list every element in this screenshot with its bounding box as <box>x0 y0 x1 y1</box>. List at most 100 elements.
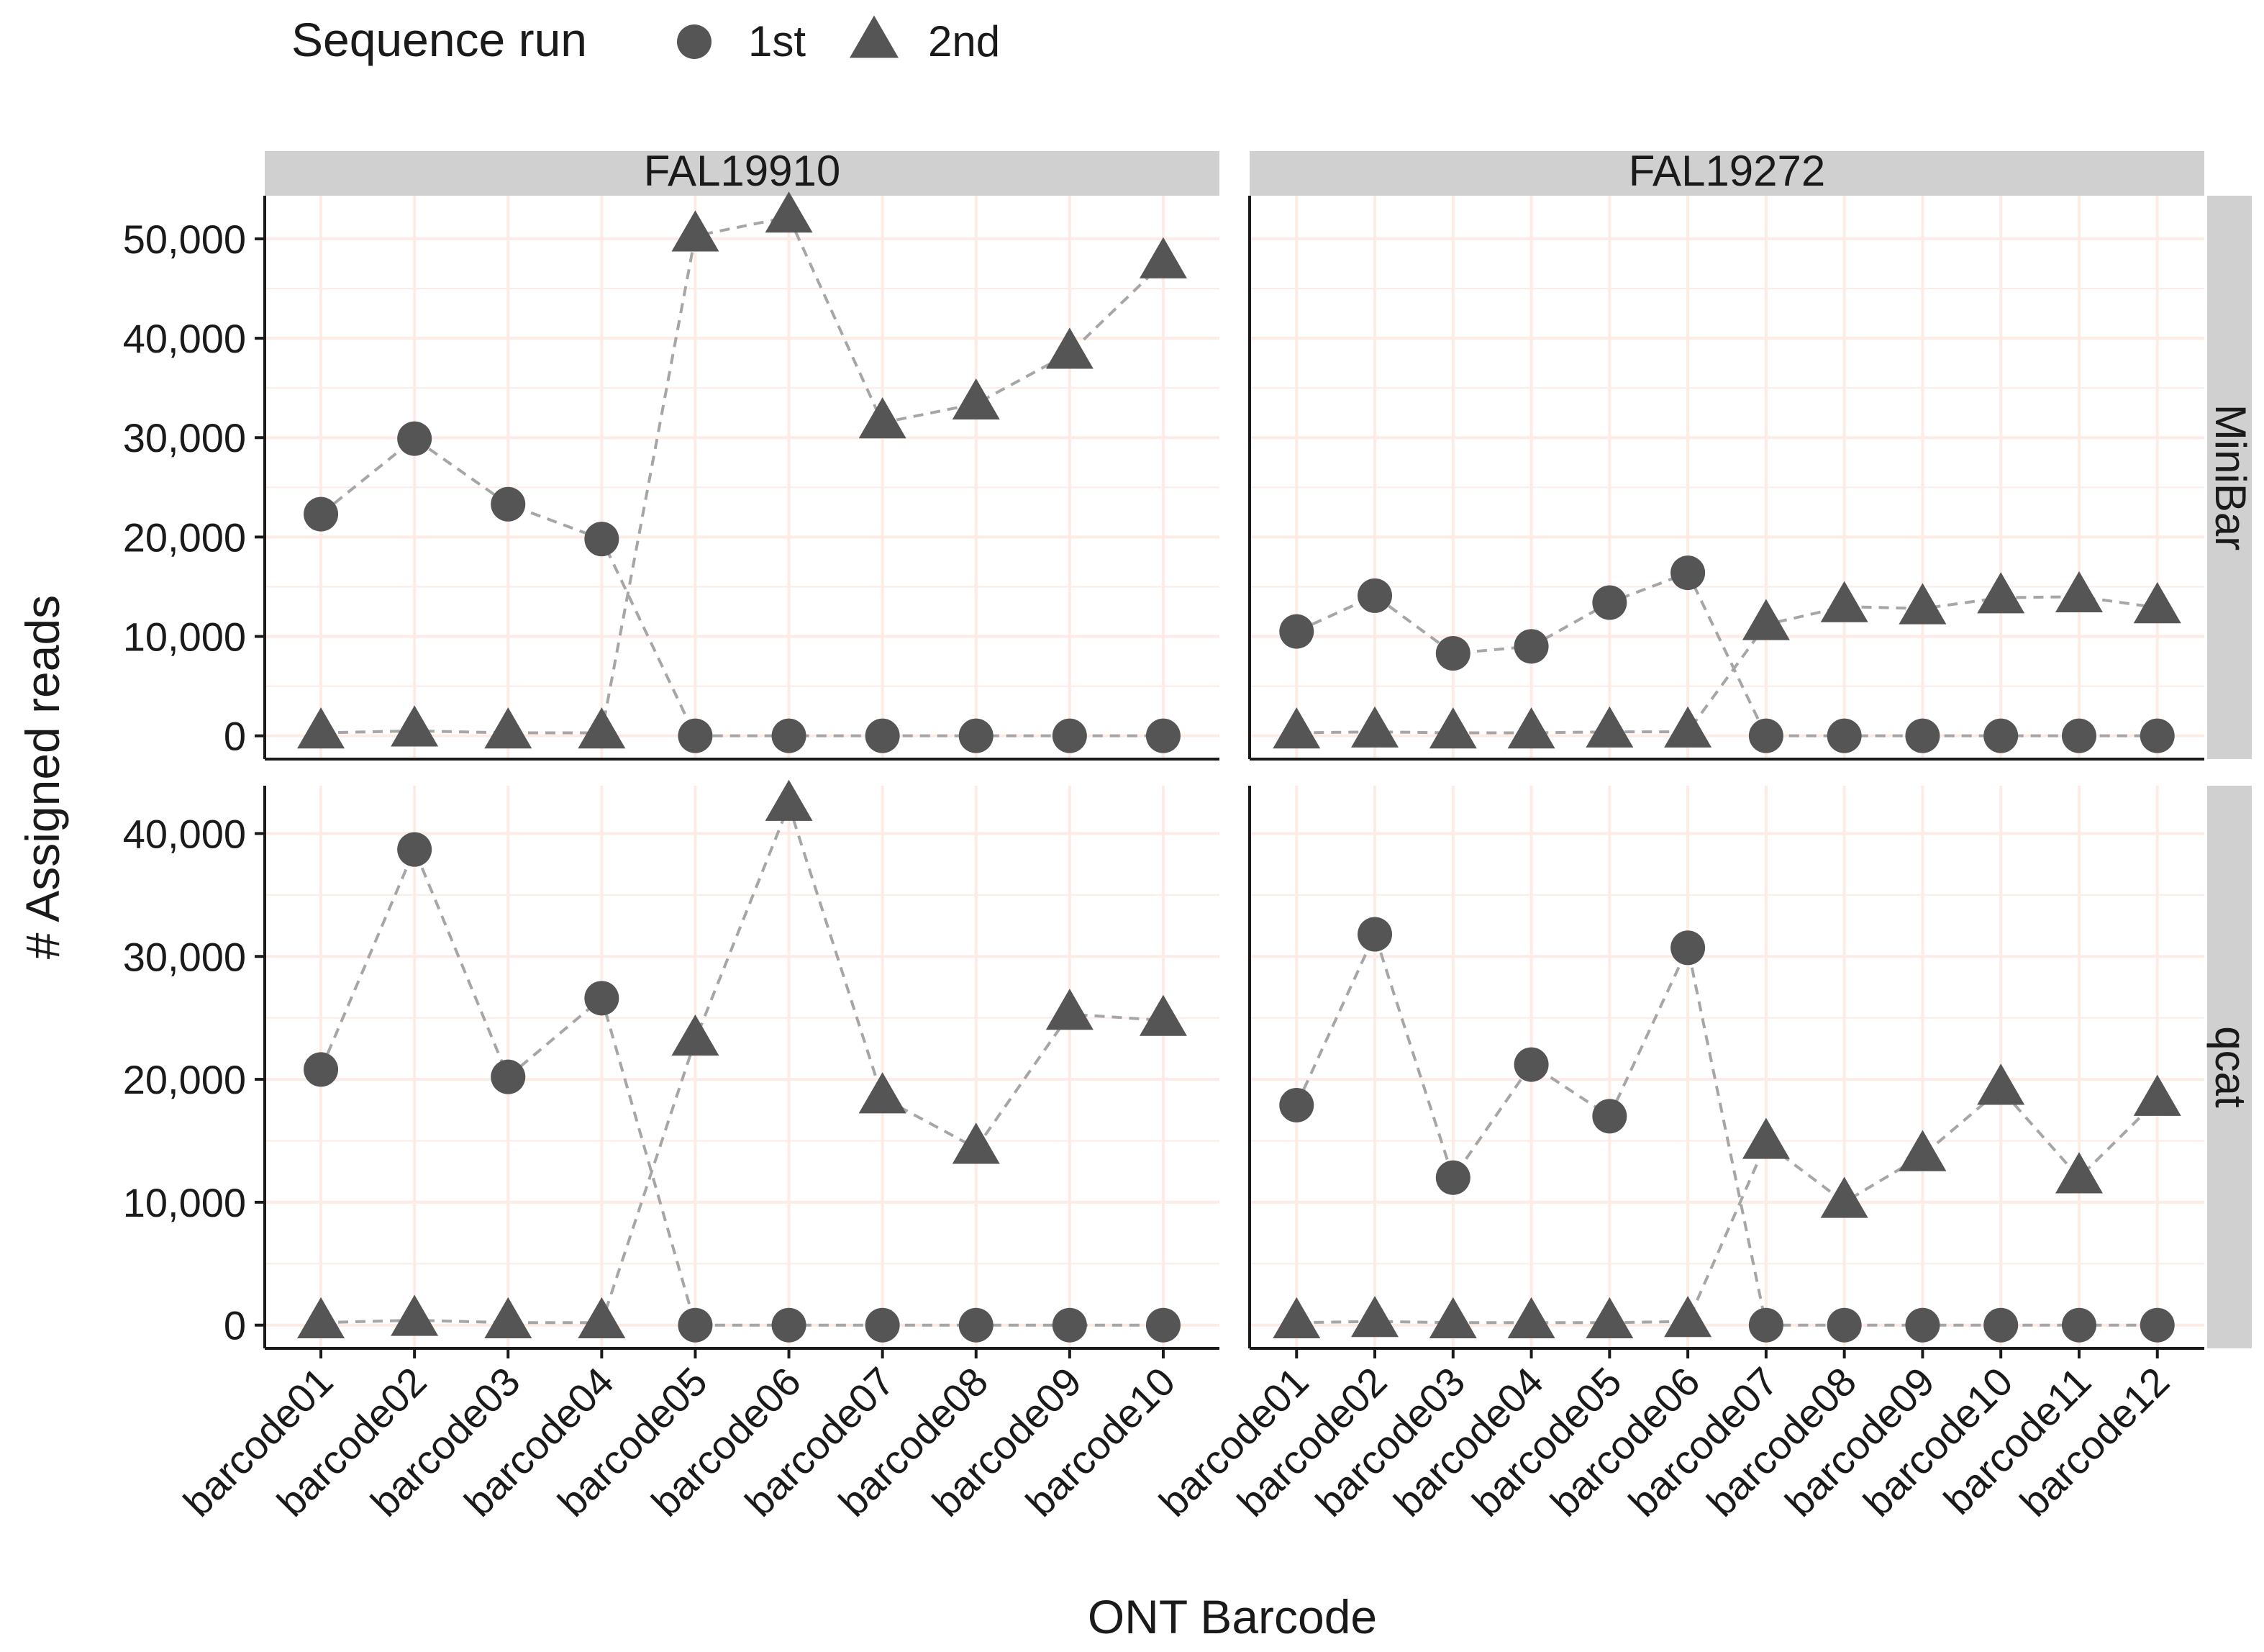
data-point-triangle <box>484 707 532 749</box>
data-point-circle <box>1279 614 1314 649</box>
data-point-circle <box>771 1307 806 1343</box>
panel-background <box>265 786 1219 1348</box>
data-point-triangle <box>1899 1130 1947 1171</box>
data-point-circle <box>1592 585 1627 620</box>
panel-background <box>1250 196 2204 759</box>
data-point-triangle <box>1742 599 1790 640</box>
series-line-1st <box>319 845 1163 1327</box>
legend-title: Sequence run <box>291 13 587 66</box>
data-point-triangle <box>1507 1297 1555 1339</box>
data-point-triangle <box>1507 707 1555 749</box>
data-point-circle <box>1435 636 1470 671</box>
data-point-triangle <box>952 1122 1000 1164</box>
data-point-triangle <box>1273 1297 1321 1339</box>
data-point-circle <box>678 718 713 753</box>
data-point-circle <box>1827 1307 1862 1343</box>
data-point-circle <box>2061 1307 2096 1343</box>
panel-background <box>265 196 1219 759</box>
panel-MiniBar-FAL19910: 0 10,000 20,000 30,000 40,000 50,000 <box>123 191 1219 761</box>
series-line-2nd <box>321 215 1165 735</box>
data-point-circle <box>1592 1099 1627 1134</box>
data-point-triangle <box>2055 571 2103 612</box>
data-point-circle <box>865 1307 900 1343</box>
y-tick-label: 10,000 <box>123 1180 246 1225</box>
data-point-triangle <box>1820 581 1868 622</box>
data-point-circle <box>1052 1307 1087 1343</box>
legend: Sequence run 1st 2nd <box>291 13 1000 66</box>
data-point-circle <box>2140 718 2175 753</box>
x-axis-title: ONT Barcode <box>1088 1590 1377 1643</box>
data-point-circle <box>1670 930 1706 966</box>
data-point-triangle <box>1351 706 1399 748</box>
panel-qcat-FAL19272: barcode01barcode02barcode03barcode04barc… <box>1150 786 2204 1525</box>
data-point-triangle <box>297 1297 345 1339</box>
data-point-circle <box>865 718 900 753</box>
y-tick-label: 10,000 <box>123 614 246 660</box>
data-point-circle <box>1748 1307 1783 1343</box>
data-point-triangle <box>1586 706 1634 748</box>
panel-qcat-FAL19910: 010,00020,00030,00040,000barcode01barcod… <box>123 779 1219 1525</box>
data-point-triangle <box>1742 1117 1790 1159</box>
data-point-triangle <box>1820 1176 1868 1218</box>
data-point-triangle <box>1664 706 1712 748</box>
data-point-triangle <box>1351 1296 1399 1338</box>
data-point-circle <box>1670 555 1706 591</box>
legend-label-1st: 1st <box>748 17 806 65</box>
data-point-circle <box>1358 578 1393 613</box>
facet-strip-label: FAL19272 <box>1629 147 1826 195</box>
panel-MiniBar-FAL19272 <box>1248 196 2204 761</box>
data-point-circle <box>584 522 619 557</box>
y-axis-title: # Assigned reads <box>16 595 69 959</box>
data-point-triangle <box>1045 327 1094 369</box>
data-point-circle <box>1145 718 1181 753</box>
data-point-triangle <box>578 707 626 749</box>
data-point-circle <box>2140 1307 2175 1343</box>
data-point-triangle <box>578 1297 626 1339</box>
y-tick-label: 0 <box>224 714 246 759</box>
data-point-circle <box>678 1307 713 1343</box>
data-point-circle <box>1983 718 2019 753</box>
data-point-circle <box>304 1052 339 1087</box>
data-point-circle <box>491 1059 526 1094</box>
data-point-triangle <box>1045 989 1094 1030</box>
data-point-triangle <box>858 397 906 439</box>
data-point-circle <box>1827 718 1862 753</box>
data-point-triangle <box>2055 1152 2103 1194</box>
data-point-circle <box>1279 1087 1314 1122</box>
data-point-triangle <box>391 1294 439 1336</box>
data-point-triangle <box>671 1014 719 1056</box>
legend-label-2nd: 2nd <box>928 17 1000 65</box>
data-point-triangle <box>1977 1063 2025 1105</box>
y-tick-label: 0 <box>224 1303 246 1348</box>
panels: FAL19910 FAL19272 MiniBar qcat 0 10,000 20,000… <box>123 147 2255 1525</box>
data-point-circle <box>1052 718 1087 753</box>
data-point-triangle <box>2133 1074 2181 1116</box>
data-point-triangle <box>765 191 813 233</box>
series-line-2nd <box>321 801 1164 1325</box>
facet-strip-label: MiniBar <box>2206 404 2255 550</box>
data-point-circle <box>1905 718 1940 753</box>
data-point-circle <box>1514 629 1549 664</box>
data-point-triangle <box>1899 583 1947 625</box>
facet-strip-row <box>2207 196 2252 759</box>
y-tick-label: 40,000 <box>123 316 246 361</box>
series-line-1st <box>319 437 1163 738</box>
y-tick-label: 50,000 <box>123 217 246 262</box>
data-point-triangle <box>391 705 439 747</box>
legend-circle-marker <box>677 24 712 59</box>
data-point-circle <box>397 832 432 867</box>
facet-strip-label: qcat <box>2206 1026 2255 1108</box>
facet-strip-column <box>1250 151 2204 196</box>
data-point-circle <box>304 496 339 532</box>
facet-strip-label: FAL19910 <box>644 147 841 195</box>
data-point-triangle <box>1586 1297 1634 1339</box>
facet-strip-column <box>265 151 1219 196</box>
data-point-circle <box>771 718 806 753</box>
data-point-triangle <box>1429 707 1477 749</box>
data-point-circle <box>958 1307 994 1343</box>
data-point-triangle <box>671 210 719 252</box>
data-point-triangle <box>1664 1296 1712 1338</box>
data-point-triangle <box>858 1072 906 1114</box>
data-point-triangle <box>1273 707 1321 749</box>
